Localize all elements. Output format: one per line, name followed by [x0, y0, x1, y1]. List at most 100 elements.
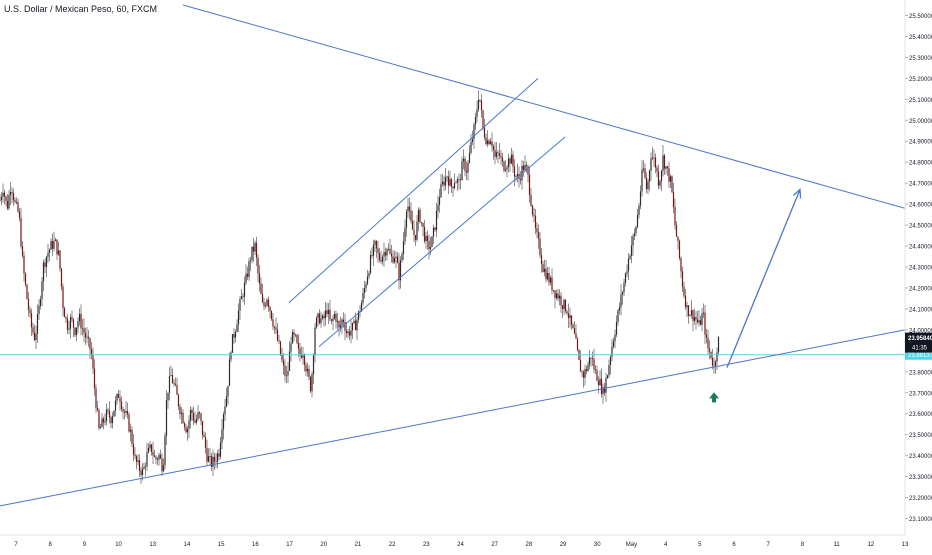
candle-body: [677, 236, 679, 241]
candle-body: [41, 281, 43, 300]
candle-body: [519, 179, 522, 181]
candle-body: [263, 302, 265, 307]
candle-body: [357, 311, 360, 320]
trendline-channel-upper[interactable]: [288, 77, 539, 304]
candle-body: [96, 407, 99, 411]
candle-body: [356, 319, 358, 331]
candle-body: [401, 253, 403, 261]
candle-body: [281, 354, 283, 361]
time-axis[interactable]: 7 8 9 10 13 14 15 16 17 20 21 22 23 24 27 28 29 30 May 4 5 6 7…: [0, 534, 909, 548]
candle-body: [587, 364, 589, 372]
candle-body: [575, 333, 577, 339]
candle-body: [245, 273, 247, 283]
time-tick-label: 21: [355, 542, 362, 548]
price-tick-label: 23.30000: [909, 475, 932, 481]
candle-body: [618, 307, 621, 311]
candle-body: [393, 257, 396, 263]
candle-body: [0, 196, 3, 201]
candle-body: [629, 255, 631, 259]
candle-body: [699, 320, 702, 325]
candle-body: [465, 170, 468, 173]
candle-body: [243, 282, 246, 297]
candle-body: [143, 466, 145, 469]
candle-body: [683, 286, 685, 296]
candle-body: [209, 456, 211, 457]
price-tick-label: 23.80000: [909, 370, 932, 376]
candle-body: [419, 209, 421, 223]
candle-body: [345, 330, 348, 334]
candle-body: [42, 262, 45, 282]
price-tick-label: 23.40000: [909, 454, 932, 460]
candle-body: [678, 240, 681, 259]
candle-body: [681, 271, 684, 287]
candle-body: [170, 375, 172, 377]
time-tick-label: 8: [801, 542, 805, 548]
candle-body: [129, 429, 132, 432]
candle-body: [645, 177, 648, 190]
candle-body: [654, 157, 657, 168]
candle-body: [240, 296, 243, 300]
level-label-box: [905, 349, 932, 360]
candle-body: [608, 364, 610, 376]
price-axis[interactable]: 25.50000 25.40000 25.30000 25.20000 25.10000…: [904, 0, 932, 535]
candle-body: [590, 357, 592, 359]
candle-body: [384, 252, 387, 256]
candle-body: [501, 157, 504, 162]
candle-body: [333, 313, 336, 319]
candle-body: [464, 158, 466, 171]
candle-body: [374, 240, 376, 245]
candle-body: [81, 328, 84, 330]
candle-body: [512, 154, 514, 167]
candle-body: [62, 286, 64, 309]
candle-body: [77, 321, 79, 328]
candle-body: [132, 443, 135, 455]
candle-body: [551, 277, 553, 291]
time-tick-label: 17: [286, 542, 293, 548]
candle-body: [47, 252, 49, 257]
candle-body: [449, 179, 451, 186]
trendline-lower-support[interactable]: [0, 329, 906, 507]
candle-body: [609, 356, 612, 365]
projection-arrow-line[interactable]: [726, 189, 801, 368]
candle-body: [651, 157, 654, 159]
candle-body: [152, 452, 154, 456]
candle-body: [488, 140, 490, 145]
time-tick-label: 24: [457, 542, 464, 548]
candle-body: [471, 139, 474, 142]
candle-body: [171, 375, 174, 384]
candle-body: [564, 299, 567, 312]
candle-body: [15, 201, 18, 203]
candle-body: [492, 146, 495, 150]
time-tick-label: 22: [389, 542, 396, 548]
candle-body: [230, 352, 232, 360]
candle-body: [557, 293, 559, 299]
candle-body: [528, 174, 531, 196]
candle-body: [354, 320, 357, 331]
candle-body: [644, 168, 646, 178]
candle-body: [621, 292, 624, 295]
candle-body: [114, 400, 117, 411]
candle-body: [315, 317, 318, 328]
candle-body: [626, 271, 628, 274]
candle-body: [203, 434, 205, 438]
candle-body: [402, 241, 405, 254]
candle-body: [627, 258, 630, 272]
trendline-upper-resistance[interactable]: [182, 4, 906, 209]
candle-body: [549, 277, 552, 283]
candle-body: [435, 210, 438, 231]
candle-body: [422, 222, 424, 227]
candle-body: [515, 176, 517, 177]
candle-body: [617, 310, 619, 322]
candle-body: [533, 214, 535, 216]
candle-body: [665, 166, 667, 169]
candle-body: [194, 420, 196, 423]
price-tick-label: 24.00000: [909, 328, 932, 334]
price-tick-label: 24.40000: [909, 245, 932, 251]
candle-body: [149, 444, 151, 448]
trendline-channel-lower[interactable]: [318, 136, 566, 348]
candle-body: [474, 116, 477, 125]
candle-body: [510, 154, 513, 164]
time-tick-label: 23: [423, 542, 430, 548]
